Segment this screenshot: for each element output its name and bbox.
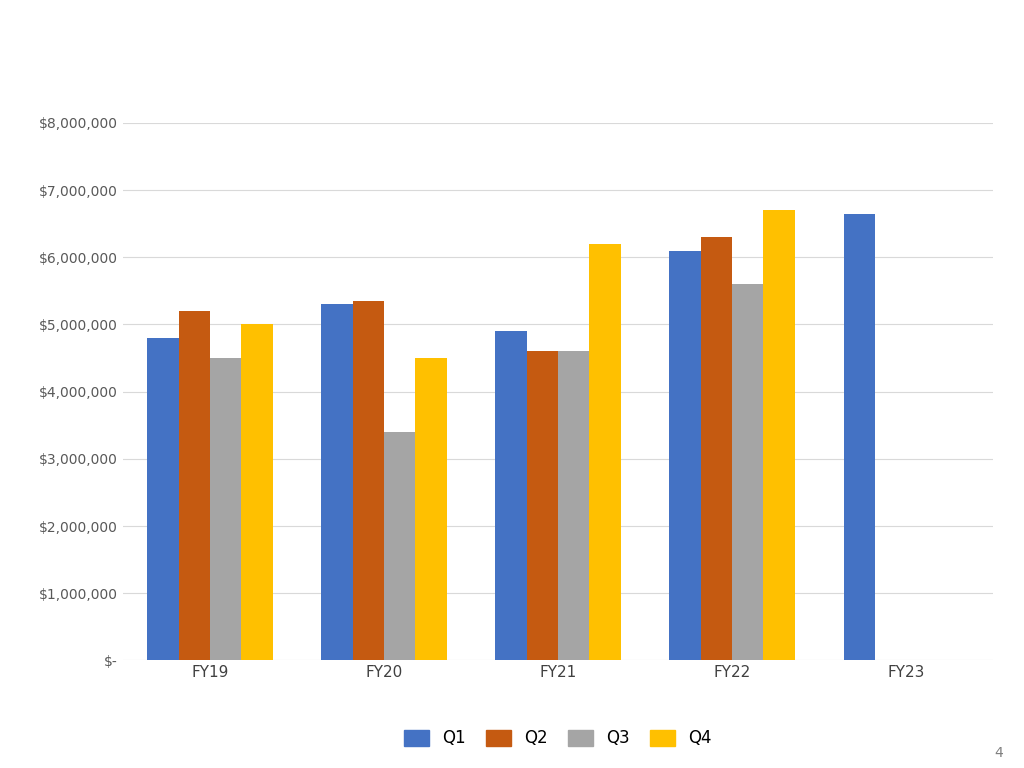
Bar bbox=[242, 325, 272, 660]
Bar bbox=[147, 338, 178, 660]
Bar bbox=[416, 358, 446, 660]
Bar bbox=[670, 250, 700, 660]
Text: 4: 4 bbox=[994, 746, 1004, 760]
Bar bbox=[384, 432, 416, 660]
Bar bbox=[732, 284, 764, 660]
Bar bbox=[322, 304, 352, 660]
Bar bbox=[764, 210, 795, 660]
Text: Measure T Revenue Comparison: Measure T Revenue Comparison bbox=[26, 33, 680, 67]
Bar bbox=[844, 214, 874, 660]
Bar bbox=[590, 244, 621, 660]
Bar bbox=[700, 237, 732, 660]
Bar bbox=[558, 352, 590, 660]
Bar bbox=[178, 311, 210, 660]
Bar bbox=[352, 301, 384, 660]
Legend: Q1, Q2, Q3, Q4: Q1, Q2, Q3, Q4 bbox=[397, 723, 719, 754]
Bar bbox=[526, 352, 558, 660]
Bar bbox=[496, 331, 526, 660]
Bar bbox=[210, 358, 242, 660]
